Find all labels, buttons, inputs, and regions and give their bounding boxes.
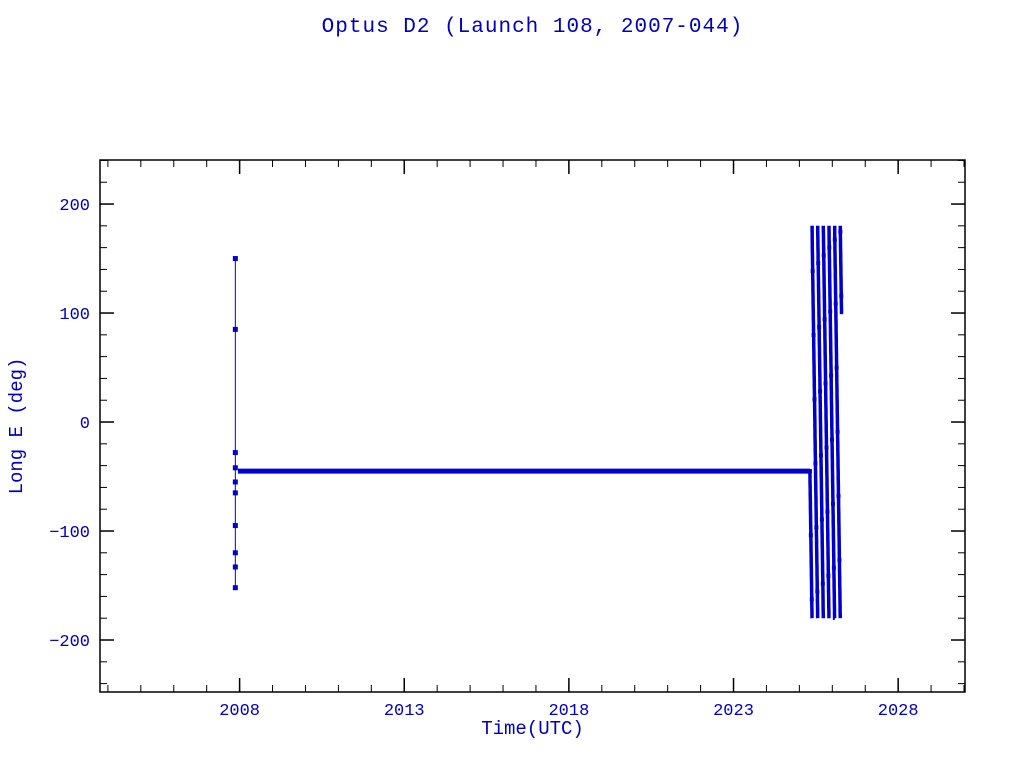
drift-point: [807, 469, 812, 474]
x-axis-label: Time(UTC): [481, 718, 584, 740]
drift-point: [824, 445, 829, 450]
drift-point: [839, 293, 844, 298]
initial-deployment-point: [232, 326, 238, 332]
drift-point: [811, 333, 816, 338]
drift-trace: [838, 225, 844, 315]
y-tick-label: −200: [49, 633, 90, 652]
drift-point: [814, 525, 819, 530]
x-tick-label: 2023: [713, 702, 754, 721]
drift-point: [818, 453, 823, 458]
drift-point: [815, 589, 820, 594]
y-tick-label: 200: [59, 197, 90, 216]
drift-point: [821, 253, 826, 258]
drift-point: [830, 501, 835, 506]
drift-point: [820, 581, 825, 586]
y-tick-label: 0: [80, 415, 90, 434]
x-tick-label: 2018: [548, 702, 589, 721]
initial-deployment-point: [232, 256, 238, 262]
drift-point: [836, 493, 841, 498]
initial-deployment-point: [232, 585, 238, 591]
drift-trace: [808, 471, 814, 619]
initial-deployment-point: [232, 564, 238, 570]
drift-point: [829, 373, 834, 378]
drift-point: [832, 237, 837, 242]
x-tick-label: 2013: [384, 702, 425, 721]
drift-trace: [832, 225, 843, 619]
y-axis-label: Long E (deg): [6, 357, 28, 495]
initial-deployment-point: [232, 479, 238, 485]
drift-point: [830, 437, 835, 442]
drift-point: [810, 268, 815, 273]
initial-deployment-point: [232, 550, 238, 556]
drift-point: [831, 565, 836, 570]
drift-point: [813, 461, 818, 466]
drift-trace: [815, 225, 826, 619]
initial-deployment-point: [232, 450, 238, 456]
drift-point: [823, 381, 828, 386]
axes-frame: [99, 159, 966, 693]
drift-point: [833, 301, 838, 306]
x-tick-label: 2028: [878, 702, 919, 721]
drift-point: [834, 365, 839, 370]
initial-deployment-point: [232, 490, 238, 496]
y-tick-label: 100: [59, 306, 90, 325]
drift-point: [825, 509, 830, 514]
drift-point: [808, 533, 813, 538]
drift-trace: [821, 225, 831, 619]
drift-point: [835, 429, 840, 434]
y-tick-label: −100: [49, 524, 90, 543]
initial-deployment-point: [232, 523, 238, 529]
drift-point: [816, 261, 821, 266]
drift-point: [812, 397, 817, 402]
drift-point: [838, 229, 843, 234]
initial-deployment-point: [232, 465, 238, 471]
drift-point: [827, 245, 832, 250]
drift-point: [828, 309, 833, 314]
drift-point: [822, 317, 827, 322]
drift-point: [809, 597, 814, 602]
x-tick-label: 2008: [219, 702, 260, 721]
drift-trace: [827, 225, 837, 620]
drift-point: [817, 325, 822, 330]
drift-trace: [810, 225, 820, 619]
drift-point: [818, 389, 823, 394]
drift-point: [837, 558, 842, 563]
chart-title: Optus D2 (Launch 108, 2007-044): [321, 16, 744, 39]
drift-point: [826, 573, 831, 578]
drift-point: [819, 517, 824, 522]
